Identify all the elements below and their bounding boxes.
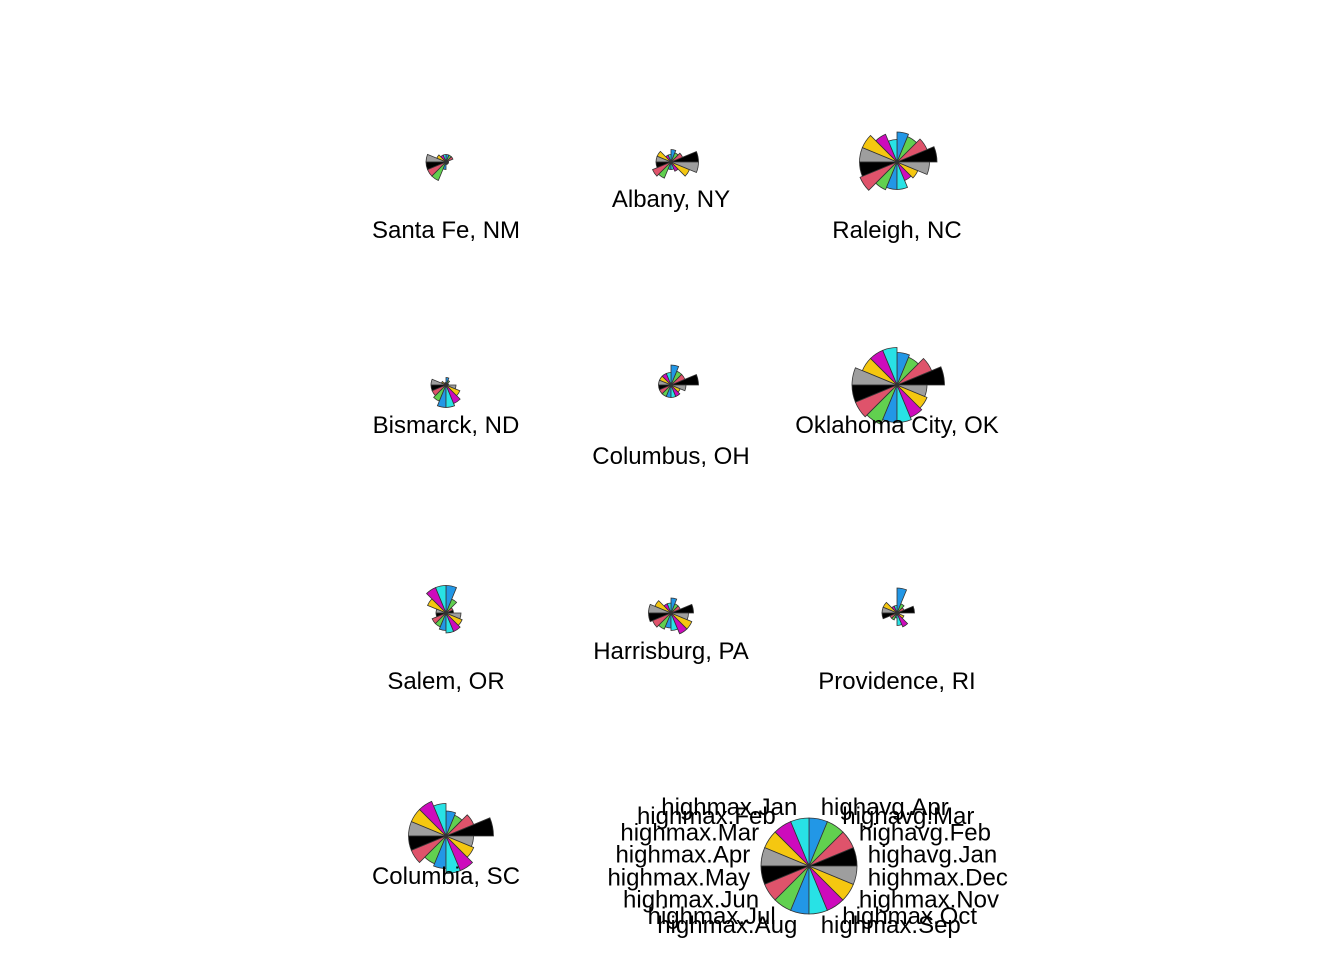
key-label: highmax.Sep	[821, 912, 961, 939]
segment-highmax-dec	[896, 612, 900, 615]
segment-highmax-nov	[445, 835, 475, 858]
star-label: Santa Fe, NM	[372, 217, 520, 244]
segment-highmax-jul	[866, 384, 898, 425]
key-label: highavg.Jan	[868, 841, 997, 868]
segment-highmax-dec	[445, 384, 457, 390]
segment-highavg-apr	[896, 131, 910, 163]
key-label: highavg.Feb	[859, 820, 991, 847]
key-label: highavg.Mar	[842, 803, 974, 830]
segment-highavg-apr	[445, 377, 450, 386]
segment-highmax-nov	[445, 384, 461, 397]
segment-highavg-apr	[896, 587, 908, 614]
star-label: Providence, RI	[818, 668, 975, 695]
star-label: Harrisburg, PA	[593, 638, 749, 665]
segment-highmax-jul	[891, 612, 898, 621]
star-columbia-sc: Columbia, SC	[372, 800, 520, 890]
segment-highavg-apr	[670, 364, 680, 386]
segment-highmax-jul	[658, 161, 672, 179]
segment-highavg-feb	[670, 152, 684, 163]
key-label: highmax.Feb	[637, 803, 776, 830]
star-label: Salem, OR	[387, 668, 504, 695]
segment-highmax-dec	[445, 835, 474, 848]
segment-highmax-dec	[896, 161, 930, 175]
segment-highmax-nov	[670, 612, 693, 630]
key-label: highmax.Mar	[620, 820, 759, 847]
segment-highmax-jun	[410, 835, 447, 864]
segment-highmax-nov	[445, 612, 463, 626]
segment-highavg-feb	[896, 357, 933, 386]
segment-highavg-feb	[445, 814, 475, 837]
key-label: highmax.Aug	[657, 912, 797, 939]
segment-highavg-feb	[896, 138, 928, 163]
star-label: Raleigh, NC	[832, 217, 961, 244]
segment-highmax-nov	[896, 612, 905, 619]
key-segment-highmax-dec	[808, 865, 858, 885]
segment-highmax-jun	[651, 612, 672, 628]
segment-highmax-dec	[896, 384, 928, 398]
star-albany-ny: Albany, NY	[612, 149, 730, 213]
segment-highmax-oct	[445, 384, 461, 405]
star-label: Oklahoma City, OK	[795, 412, 999, 439]
segment-highmax-jul	[875, 161, 898, 191]
segment-highmax-oct	[445, 835, 474, 872]
segment-highmax-nov	[896, 384, 928, 409]
segment-highmax-jul	[658, 612, 672, 630]
segment-highmax-dec	[670, 384, 687, 392]
segment-highmax-jul	[431, 161, 447, 182]
star-label: Albany, NY	[612, 186, 730, 213]
star-columbus-oh: Columbus, OH	[592, 364, 750, 470]
key-label: highmax.Dec	[868, 865, 1008, 892]
star-glyphs: Santa Fe, NM Albany, NY Raleigh, NC Bismarc…	[372, 131, 999, 890]
star-harrisburg-pa: Harrisburg, PA	[593, 597, 749, 665]
segment-highmax-jun	[651, 161, 672, 177]
segment-highmax-dec	[670, 161, 699, 174]
star-oklahoma-city-ok: Oklahoma City, OK	[795, 347, 999, 439]
star-label: Columbus, OH	[592, 443, 749, 470]
segment-highmax-apr	[430, 378, 447, 386]
star-label: Bismarck, ND	[373, 412, 520, 439]
star-key: highavg.Janhighavg.Febhighavg.Marhighavg…	[607, 794, 1007, 939]
segment-highmax-oct	[670, 384, 681, 398]
key-label: highmax.Oct	[842, 903, 977, 930]
segment-highmax-dec	[670, 612, 689, 621]
segment-highmax-oct	[896, 612, 909, 628]
key-label: highmax.Jan	[661, 794, 797, 821]
star-label: Columbia, SC	[372, 863, 520, 890]
segment-highmax-jun	[854, 384, 898, 418]
key-label: highmax.Apr	[615, 841, 750, 868]
star-salem-or: Salem, OR	[387, 585, 505, 695]
segment-highmax-dec	[445, 161, 449, 164]
star-bismarck-nd: Bismarck, ND	[373, 377, 520, 439]
segment-highmax-dec	[445, 612, 462, 620]
key-label: highmax.May	[607, 865, 750, 892]
segment-highmax-mar	[426, 598, 447, 614]
segment-highmax-aug	[442, 161, 447, 170]
segment-highmax-feb	[425, 587, 447, 614]
segment-highmax-oct	[896, 384, 923, 418]
key-label: highavg.Apr	[821, 794, 949, 821]
segment-highmax-oct	[445, 612, 461, 633]
segment-highmax-jun	[859, 161, 898, 191]
key-label: highmax.Jul	[648, 903, 776, 930]
key-label: highmax.Jun	[623, 886, 759, 913]
star-santa-fe-nm: Santa Fe, NM	[372, 153, 520, 244]
segment-highavg-apr	[670, 149, 677, 163]
star-raleigh-nc: Raleigh, NC	[832, 131, 962, 244]
segment-highavg-apr	[670, 597, 678, 614]
key-label: highmax.Nov	[859, 886, 999, 913]
star-providence-ri: Providence, RI	[818, 587, 976, 695]
